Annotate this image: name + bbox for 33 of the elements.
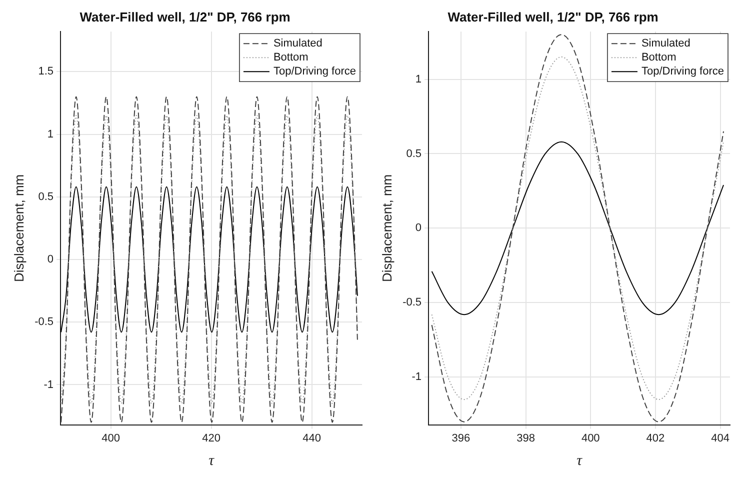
x-axis-title: τ [208,452,215,469]
x-tick-label: 400 [581,432,600,444]
x-tick-label: 402 [646,432,665,444]
legend-label: Simulated [641,38,690,50]
legend-label: Top/Driving force [641,66,724,78]
line-series [431,141,724,316]
legend-label: Bottom [641,52,676,64]
x-tick-label: 420 [202,432,220,444]
y-tick-label: -0.5 [34,316,54,328]
x-tick-label: 400 [102,432,120,444]
x-tick-label: 440 [302,432,321,444]
y-tick-label: 0.5 [406,148,422,160]
x-tick-label: 404 [711,432,730,444]
x-tick-label: 396 [452,432,470,444]
y-tick-label: 1 [415,73,422,86]
y-tick-label: -1 [412,371,422,384]
line-series [60,186,358,333]
chart-title: Water-Filled well, 1/2" DP, 766 rpm [80,9,290,24]
y-tick-label: 0 [47,254,54,266]
y-tick-label: 1 [47,128,54,140]
y-tick-label: 1.5 [38,66,54,78]
x-axis-title: τ [576,452,583,469]
x-tick-label: 398 [516,432,535,444]
legend-label: Simulated [273,38,322,50]
y-tick-label: -1 [44,378,54,391]
y-tick-label: -0.5 [402,296,422,309]
y-tick-label: 0.5 [38,190,54,203]
chart-title: Water-Filled well, 1/2" DP, 766 rpm [448,9,658,24]
legend-label: Bottom [273,52,308,64]
y-axis-title: Displacement, mm [379,174,394,282]
y-tick-label: 0 [415,222,422,234]
legend-label: Top/Driving force [273,66,356,78]
y-axis-title: Displacement, mm [11,174,26,282]
